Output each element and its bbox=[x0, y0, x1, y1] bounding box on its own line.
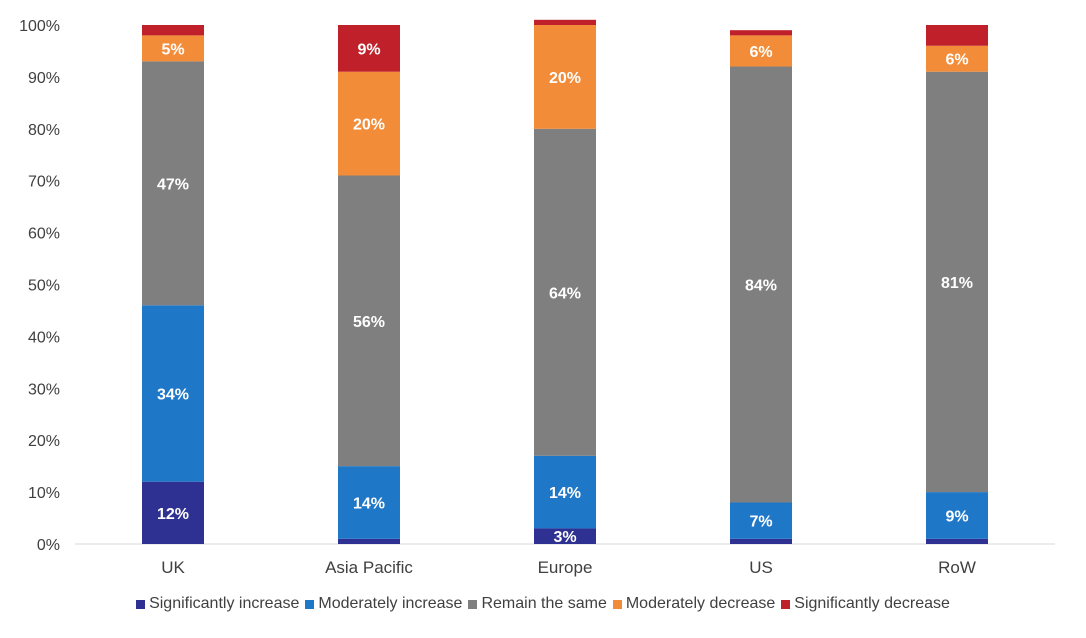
legend-label: Moderately increase bbox=[318, 595, 463, 612]
legend-label: Moderately decrease bbox=[625, 595, 776, 612]
legend-swatch bbox=[136, 599, 146, 609]
legend-swatch bbox=[612, 599, 622, 609]
y-tick-label: 90% bbox=[28, 70, 60, 87]
data-label: 6% bbox=[945, 52, 968, 69]
bar-segment bbox=[534, 128, 596, 456]
x-tick-label: US bbox=[749, 558, 773, 577]
bar-segment bbox=[142, 61, 204, 306]
x-tick-label: Asia Pacific bbox=[325, 558, 413, 577]
y-tick-label: 100% bbox=[19, 18, 60, 35]
y-tick-label: 0% bbox=[37, 537, 60, 554]
data-label: 3% bbox=[553, 529, 576, 546]
y-tick-label: 30% bbox=[28, 381, 60, 398]
bar-segment bbox=[534, 25, 596, 129]
data-label: 64% bbox=[549, 285, 581, 302]
bar-segment bbox=[926, 25, 988, 46]
data-label: 12% bbox=[157, 506, 189, 523]
legend-item: Significantly increase bbox=[136, 595, 299, 613]
x-tick-label: Europe bbox=[538, 558, 593, 577]
bar-segment bbox=[926, 45, 988, 72]
data-label: 14% bbox=[353, 495, 385, 512]
data-label: 81% bbox=[941, 275, 973, 292]
legend-swatch bbox=[781, 599, 791, 609]
bar-segment bbox=[338, 71, 400, 176]
bar-segment bbox=[730, 538, 792, 544]
bar-segment bbox=[142, 25, 204, 36]
bar-segment bbox=[142, 481, 204, 544]
bar-segment bbox=[926, 71, 988, 493]
data-label: 56% bbox=[353, 314, 385, 331]
data-label: 14% bbox=[549, 485, 581, 502]
legend-swatch bbox=[305, 599, 315, 609]
legend-item: Moderately decrease bbox=[612, 595, 776, 613]
bar-segment bbox=[142, 305, 204, 482]
bar-segment bbox=[142, 35, 204, 62]
y-tick-label: 50% bbox=[28, 278, 60, 295]
bar-segment bbox=[534, 455, 596, 529]
y-tick-label: 20% bbox=[28, 433, 60, 450]
x-tick-label: RoW bbox=[938, 558, 976, 577]
chart-legend: Significantly increase Moderately increas… bbox=[0, 595, 1086, 613]
bar-segment bbox=[338, 175, 400, 467]
legend-label: Remain the same bbox=[481, 595, 607, 612]
y-tick-label: 40% bbox=[28, 329, 60, 346]
x-tick-label: UK bbox=[161, 558, 185, 577]
data-label: 9% bbox=[945, 508, 968, 525]
data-label: 6% bbox=[749, 44, 772, 61]
data-label: 20% bbox=[353, 117, 385, 134]
legend-item: Significantly decrease bbox=[781, 595, 950, 613]
stacked-bar-chart: 0% 10% 20% 30% 40% 50% 60% 70% 80% 90% 100% 12% 34% 4… bbox=[19, 18, 1055, 577]
bar-segment bbox=[926, 492, 988, 539]
bar-segment bbox=[338, 538, 400, 544]
legend-item: Remain the same bbox=[468, 595, 607, 613]
bar-segment bbox=[534, 528, 596, 544]
data-label: 5% bbox=[161, 41, 184, 58]
y-tick-label: 70% bbox=[28, 174, 60, 191]
bar-segment bbox=[926, 538, 988, 544]
bar-segment bbox=[730, 66, 792, 503]
data-label: 84% bbox=[745, 278, 777, 295]
bar-segment bbox=[730, 35, 792, 67]
y-tick-label: 60% bbox=[28, 226, 60, 243]
data-label: 7% bbox=[749, 514, 772, 531]
legend-label: Significantly decrease bbox=[794, 595, 950, 612]
bar-segment bbox=[534, 19, 596, 25]
bar-segment bbox=[338, 25, 400, 72]
legend-label: Significantly increase bbox=[149, 595, 300, 612]
data-label: 9% bbox=[357, 41, 380, 58]
bar-segment bbox=[730, 30, 792, 36]
legend-item: Moderately increase bbox=[305, 595, 462, 613]
data-label: 20% bbox=[549, 70, 581, 87]
bar-segment bbox=[730, 502, 792, 539]
y-tick-label: 10% bbox=[28, 485, 60, 502]
y-tick-label: 80% bbox=[28, 122, 60, 139]
data-label: 34% bbox=[157, 386, 189, 403]
legend-swatch bbox=[468, 599, 478, 609]
data-label: 47% bbox=[157, 176, 189, 193]
bar-segment bbox=[338, 466, 400, 539]
